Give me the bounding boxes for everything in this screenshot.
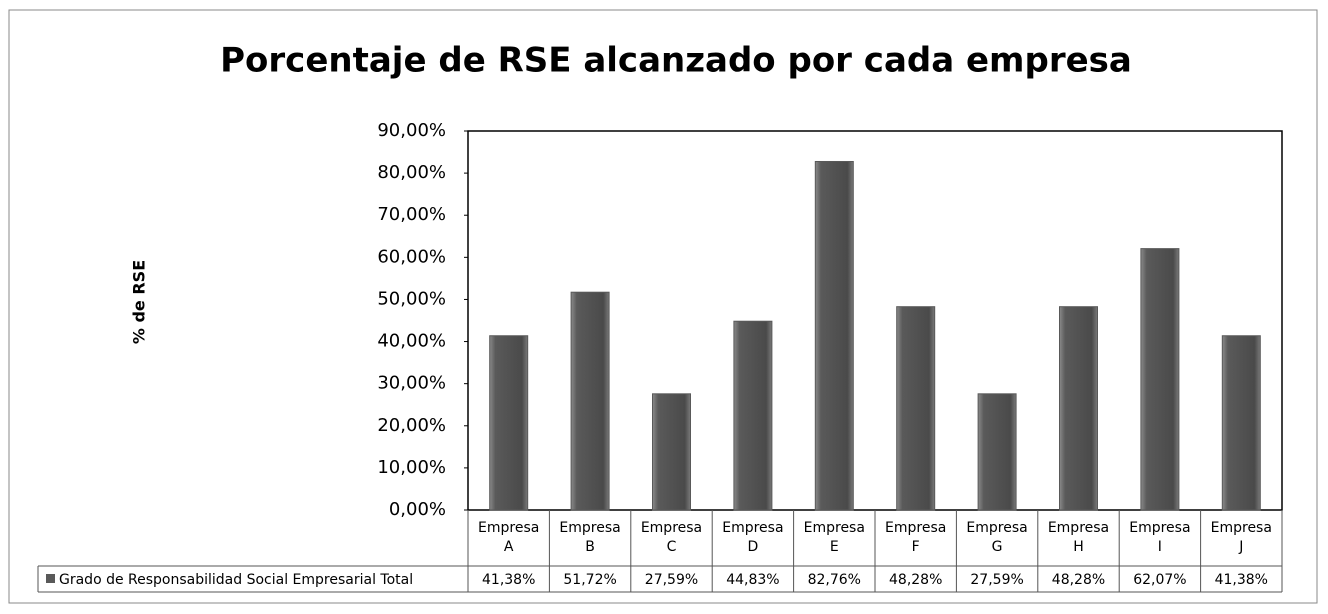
x-tick-label-cell: Empresa A — [468, 510, 549, 566]
bar — [733, 320, 773, 511]
chart-title: Porcentaje de RSE alcanzado por cada emp… — [220, 41, 1132, 81]
x-tick-label: Empresa D — [722, 520, 784, 555]
bar — [1140, 248, 1180, 511]
x-tick-label-cell: Empresa C — [631, 510, 712, 566]
y-tick-label: 70,00% — [377, 204, 446, 225]
x-tick-label: Empresa C — [640, 520, 703, 555]
x-tick-label-cell: Empresa D — [712, 510, 793, 566]
y-tick-label: 30,00% — [377, 373, 446, 394]
x-tick-label: Empresa G — [966, 520, 1028, 555]
value-label: 41,38% — [1215, 572, 1268, 588]
value-label: 48,28% — [1052, 572, 1105, 588]
x-tick-label: Empresa E — [803, 520, 865, 555]
x-tick-label: Empresa F — [885, 520, 947, 555]
x-tick-label-cell: Empresa I — [1119, 510, 1200, 566]
x-tick-label: Empresa I — [1129, 520, 1191, 555]
legend-key — [46, 574, 55, 583]
bar — [896, 306, 936, 511]
x-tick-label-cell: Empresa G — [956, 510, 1037, 566]
x-tick-label: Empresa A — [478, 520, 540, 555]
y-axis-label: % de RSE — [130, 260, 149, 344]
value-label: 41,38% — [482, 572, 535, 588]
y-tick-label: 80,00% — [377, 162, 446, 183]
x-tick-label-cell: Empresa B — [549, 510, 630, 566]
bar — [1059, 306, 1098, 511]
value-label: 62,07% — [1133, 572, 1186, 588]
value-label: 82,76% — [808, 572, 861, 588]
y-tick-label: 90,00% — [377, 120, 446, 141]
x-tick-label: Empresa B — [559, 520, 621, 555]
bar — [1221, 335, 1261, 511]
bar — [977, 393, 1017, 511]
value-label: 27,59% — [645, 572, 698, 588]
y-tick-label: 60,00% — [377, 246, 446, 267]
bar — [652, 393, 691, 511]
y-tick-label: 40,00% — [377, 331, 446, 352]
y-tick-label: 0,00% — [389, 499, 446, 520]
bar — [570, 291, 610, 511]
y-tick-label: 10,00% — [377, 457, 446, 478]
x-tick-label-cell: Empresa E — [794, 510, 875, 566]
y-tick-label: 20,00% — [377, 415, 446, 436]
x-tick-label: Empresa J — [1210, 520, 1272, 555]
x-tick-label-cell: Empresa F — [875, 510, 956, 566]
bar — [489, 335, 529, 511]
bar — [814, 160, 854, 511]
legend-label: Grado de Responsabilidad Social Empresar… — [59, 572, 413, 588]
value-label: 48,28% — [889, 572, 942, 588]
x-tick-label-cell: Empresa J — [1201, 510, 1282, 566]
value-label: 51,72% — [563, 572, 616, 588]
value-label: 44,83% — [726, 572, 779, 588]
value-label: 27,59% — [970, 572, 1023, 588]
x-tick-label: Empresa H — [1047, 520, 1110, 555]
x-tick-label-cell: Empresa H — [1038, 510, 1119, 566]
y-tick-label: 50,00% — [377, 288, 446, 309]
